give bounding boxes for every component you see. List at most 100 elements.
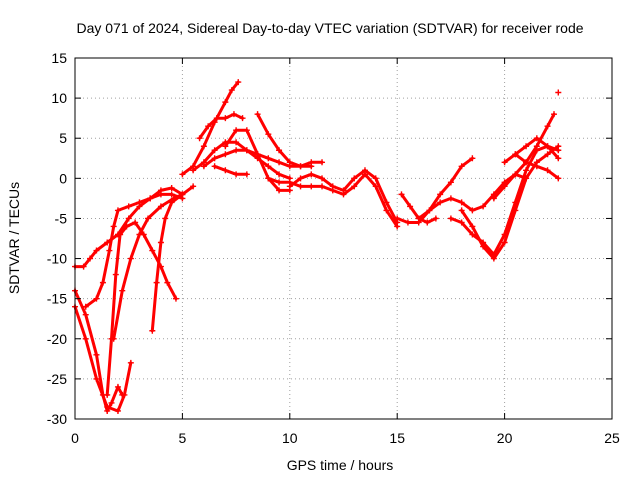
data-point	[149, 327, 156, 334]
data-point	[297, 183, 304, 190]
series-track-16	[286, 167, 401, 226]
data-point	[114, 207, 121, 214]
data-point	[544, 167, 551, 174]
data-point	[555, 175, 562, 182]
data-point	[512, 171, 519, 178]
y-tick-label: 0	[59, 170, 67, 186]
data-point	[512, 151, 519, 158]
data-point	[222, 99, 229, 106]
series-track-5	[104, 219, 179, 398]
data-point	[230, 111, 237, 118]
data-point	[93, 247, 100, 254]
data-point	[319, 183, 326, 190]
data-point	[501, 239, 508, 246]
data-point	[162, 215, 169, 222]
data-point	[276, 171, 283, 178]
data-point	[383, 207, 390, 214]
data-point	[437, 191, 444, 198]
data-point	[329, 183, 336, 190]
data-point	[276, 159, 283, 166]
series-track-7	[110, 191, 186, 342]
series-track-23	[501, 151, 562, 182]
y-tick-label: -20	[47, 331, 67, 347]
data-point	[127, 359, 134, 366]
series-line	[105, 221, 178, 397]
data-point	[200, 143, 207, 150]
data-point	[555, 143, 562, 150]
series-track-20	[447, 143, 562, 258]
data-point	[119, 287, 126, 294]
x-axis-label: GPS time / hours	[287, 457, 394, 473]
data-point	[254, 151, 261, 158]
data-point	[458, 163, 465, 170]
data-point	[551, 111, 558, 118]
series-line	[460, 144, 560, 261]
data-point	[205, 123, 212, 130]
data-point	[243, 147, 250, 154]
data-point	[533, 163, 540, 170]
data-point	[106, 247, 113, 254]
data-point	[265, 155, 272, 162]
data-point	[168, 184, 175, 191]
data-point	[222, 115, 229, 122]
data-point	[276, 147, 283, 154]
data-point	[82, 311, 89, 318]
x-tick-label: 20	[497, 430, 513, 446]
data-point	[501, 159, 508, 166]
x-tick-label: 15	[389, 430, 405, 446]
data-point	[93, 351, 100, 358]
data-point	[179, 191, 186, 198]
data-point	[308, 171, 315, 178]
data-point	[308, 183, 315, 190]
data-point	[87, 255, 94, 262]
data-point	[297, 175, 304, 182]
series-line	[73, 289, 124, 413]
data-point	[127, 255, 134, 262]
y-tick-label: -30	[47, 411, 67, 427]
data-point	[544, 143, 551, 150]
data-point	[533, 135, 540, 142]
data-point	[170, 195, 177, 202]
data-point	[383, 199, 390, 206]
data-point	[243, 127, 250, 134]
series-line	[213, 164, 249, 176]
data-point	[233, 139, 240, 146]
data-point	[254, 111, 261, 118]
data-point	[196, 135, 203, 142]
data-point	[276, 187, 283, 194]
data-point	[213, 115, 220, 122]
data-point	[149, 247, 156, 254]
series-track-18	[394, 155, 476, 226]
data-point	[112, 271, 119, 278]
data-point	[125, 215, 132, 222]
data-point	[104, 391, 111, 398]
x-tick-label: 0	[71, 430, 79, 446]
y-tick-label: -15	[47, 291, 67, 307]
data-series	[72, 79, 562, 414]
series-track-10	[190, 139, 293, 182]
data-point	[168, 191, 175, 198]
data-point	[555, 89, 562, 96]
axis-ticks: 0 5 10 15 20 25 -30 -25 -20 -15 -10 -5 0 5 10 15	[47, 50, 620, 446]
y-tick-label: 15	[51, 50, 67, 66]
data-point	[99, 279, 106, 286]
data-point	[458, 199, 465, 206]
data-point	[211, 147, 218, 154]
series-track-15	[265, 171, 401, 230]
data-point	[426, 207, 433, 214]
data-point	[424, 219, 431, 226]
data-point	[104, 403, 111, 410]
data-point	[147, 195, 154, 202]
data-point	[319, 175, 326, 182]
series-line	[191, 140, 292, 180]
data-point	[265, 131, 272, 138]
data-point	[432, 215, 439, 222]
data-point	[297, 163, 304, 170]
series-line	[73, 186, 184, 269]
series-track-24	[512, 135, 562, 162]
series-line	[198, 112, 244, 140]
series-line	[112, 192, 184, 341]
data-point	[125, 203, 132, 210]
data-point	[447, 195, 454, 202]
data-point	[523, 175, 530, 182]
